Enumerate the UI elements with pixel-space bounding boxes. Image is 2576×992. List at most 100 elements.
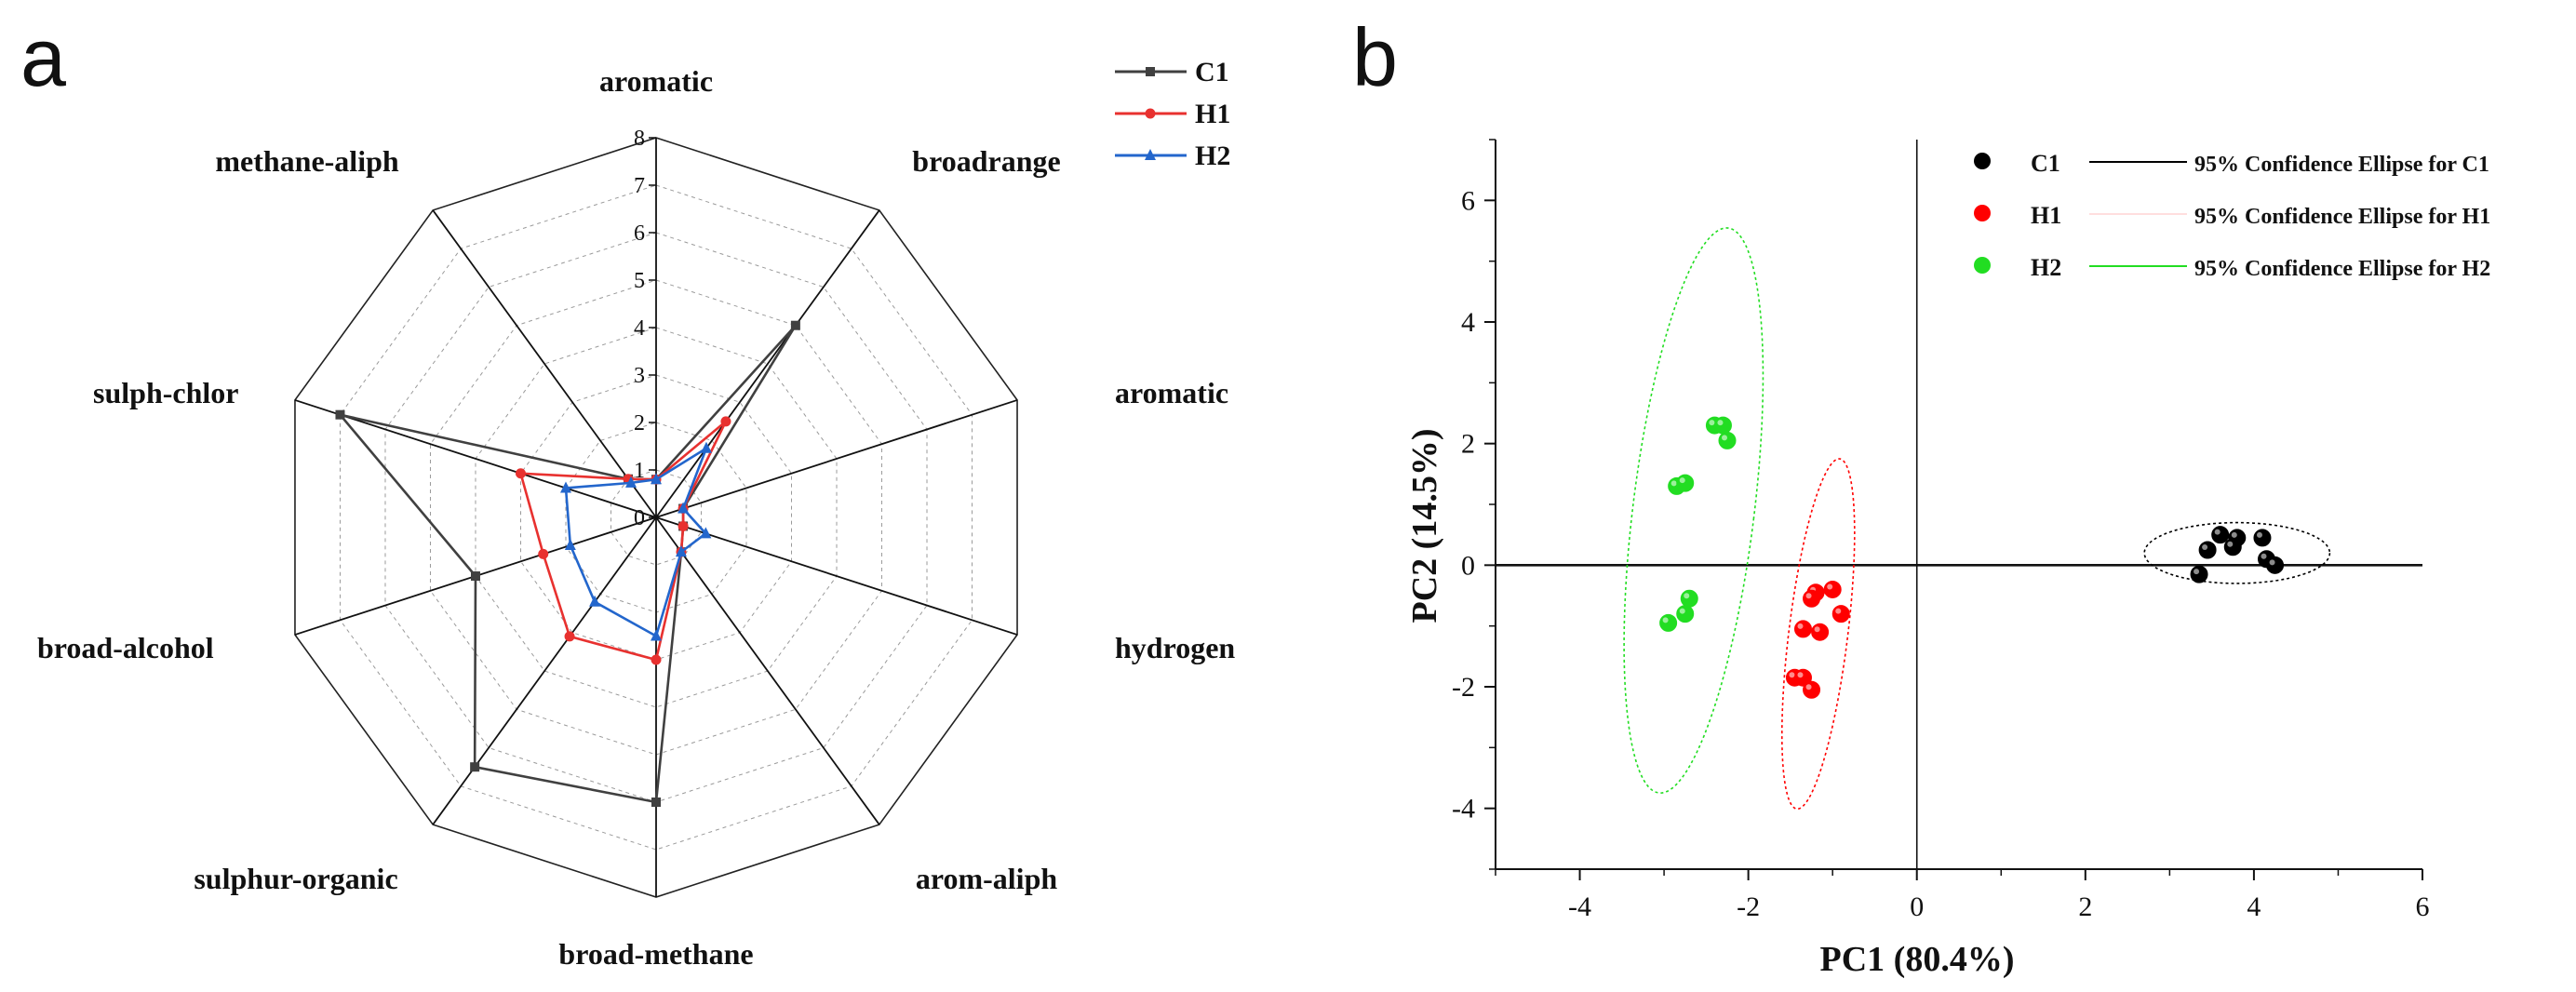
scatter-legend: C1 95% Confidence Ellipse for C1 H1 95% Con… <box>1974 150 2490 281</box>
scatter-point-highlight <box>2227 541 2234 547</box>
radar-legend-marker-H1 <box>1145 108 1156 119</box>
scatter-point-highlight <box>1670 480 1677 487</box>
y-tick-label: -2 <box>1452 672 1475 703</box>
confidence-ellipses <box>1623 227 2331 811</box>
radar-tick-label: 7 <box>634 174 645 198</box>
radar-tick-label: 1 <box>634 459 645 483</box>
scatter-legend-label-H2: H2 <box>2031 254 2061 281</box>
scatter-point-C1 <box>2198 541 2217 559</box>
scatter-point-highlight <box>1797 672 1804 678</box>
scatter-point-highlight <box>1805 593 1812 599</box>
scatter-point-H1 <box>1803 589 1821 608</box>
radar-point-C1 <box>651 798 661 807</box>
scatter-point-highlight <box>1679 608 1685 614</box>
scatter-point-H2 <box>1680 589 1698 608</box>
scatter-legend-ellipse-label-C1: 95% Confidence Ellipse for C1 <box>2194 153 2489 177</box>
scatter-point-highlight <box>1684 593 1690 599</box>
scatter-point-highlight <box>2214 529 2220 535</box>
scatter-point-H2 <box>1676 474 1695 492</box>
scatter-point-highlight <box>2269 559 2275 566</box>
radar-series <box>335 320 800 807</box>
radar-legend-marker-H2 <box>1145 149 1156 160</box>
scatter-point-highlight <box>1835 608 1842 614</box>
scatter-legend-marker-H1 <box>1974 205 1991 221</box>
y-tick-label: -4 <box>1452 794 1475 824</box>
scatter-point-H1 <box>1823 580 1842 598</box>
scatter-point-highlight <box>1662 617 1669 623</box>
scatter-legend-ellipse-label-H2: 95% Confidence Ellipse for H2 <box>2194 257 2490 281</box>
radar-legend-label-C1: C1 <box>1195 57 1229 87</box>
scatter-point-highlight <box>2261 553 2267 559</box>
scatter-point-H2 <box>1713 416 1732 435</box>
radar-spoke <box>655 516 880 825</box>
scatter-point-highlight <box>1722 435 1727 441</box>
radar-point-C1 <box>790 320 800 330</box>
scatter-point-H2 <box>1659 613 1678 632</box>
scatter-point-highlight <box>1827 583 1833 590</box>
radar-tick-label: 2 <box>634 411 645 436</box>
radar-axis-labels: aromatic broadrange aromatic hydrogen arom-a… <box>37 64 1235 971</box>
radar-tick-labels: 0 1 2 3 4 5 6 7 8 <box>634 127 656 530</box>
y-tick-label: 0 <box>1461 550 1475 581</box>
radar-spoke <box>655 209 880 518</box>
radar-spoke <box>432 209 657 518</box>
radar-point-H2 <box>651 629 662 641</box>
radar-point-H2 <box>589 595 601 607</box>
scatter-legend-label-H1: H1 <box>2031 202 2061 229</box>
scatter-point-C1 <box>2211 526 2230 544</box>
radar-spoke <box>655 399 1018 518</box>
radar-axis-label-sulphur-organic: sulphur-organic <box>194 862 397 895</box>
radar-point-H2 <box>700 441 712 453</box>
radar-point-H2 <box>559 481 571 493</box>
radar-point-H1 <box>651 654 662 665</box>
scatter-point-highlight <box>2231 531 2237 538</box>
radar-axis-label-broadrange: broadrange <box>912 144 1060 178</box>
scatter-point-C1 <box>2223 538 2242 556</box>
radar-spoke <box>432 516 657 825</box>
scatter-point-highlight <box>1797 623 1804 629</box>
scatter-point-highlight <box>2202 544 2208 550</box>
radar-axis-label-arom-aliph: arom-aliph <box>916 862 1058 895</box>
radar-point-H2 <box>678 502 690 514</box>
radar-tick-label: 3 <box>634 364 645 388</box>
scatter-point-H2 <box>1718 431 1737 449</box>
panel-b-letter: b <box>1352 11 1398 103</box>
radar-legend-marker-C1 <box>1146 67 1155 76</box>
confidence-ellipse-C1 <box>2143 521 2331 584</box>
radar-chart-panel: a 0 1 2 3 4 5 6 7 8 aromatic broadrange aromatic hy… <box>20 11 1235 971</box>
radar-point-H2 <box>675 545 687 557</box>
radar-point-C1 <box>335 409 345 420</box>
radar-tick-label: 6 <box>634 221 645 246</box>
x-tick-label: -4 <box>1568 891 1591 922</box>
scatter-legend-marker-C1 <box>1974 153 1991 169</box>
x-tick-label: 6 <box>2416 891 2430 922</box>
radar-tick-label: 0 <box>634 506 645 530</box>
radar-legend: C1 H1 H2 <box>1115 57 1230 171</box>
y-tick-label: 6 <box>1461 185 1475 216</box>
scatter-points <box>1659 416 2285 699</box>
scatter-point-C1 <box>2190 565 2208 583</box>
radar-point-C1 <box>470 762 480 772</box>
scatter-point-H1 <box>1793 620 1812 638</box>
scatter-point-H1 <box>1811 623 1830 641</box>
scatter-point-highlight <box>1717 420 1724 426</box>
scatter-point-highlight <box>1814 626 1820 633</box>
radar-spoke <box>655 516 1018 636</box>
radar-spoke <box>294 399 657 518</box>
radar-point-H1 <box>720 416 731 427</box>
x-tick-label: 4 <box>2247 891 2261 922</box>
x-axis-title: PC1 (80.4%) <box>1820 940 2015 979</box>
radar-legend-label-H2: H2 <box>1195 141 1230 171</box>
radar-axis-label-methane-aliph: methane-aliph <box>215 144 399 178</box>
radar-axis-label-broad-methane: broad-methane <box>558 937 753 971</box>
x-tick-label: 2 <box>2078 891 2092 922</box>
panel-a-letter: a <box>20 11 66 103</box>
scatter-point-C1 <box>2266 556 2285 574</box>
scatter-point-highlight <box>1805 684 1812 690</box>
radar-point-H2 <box>564 538 576 550</box>
radar-point-H1 <box>678 520 689 531</box>
radar-point-C1 <box>470 571 480 582</box>
x-tick-label: 0 <box>1910 891 1924 922</box>
y-axis-title: PC2 (14.5%) <box>1405 429 1444 623</box>
